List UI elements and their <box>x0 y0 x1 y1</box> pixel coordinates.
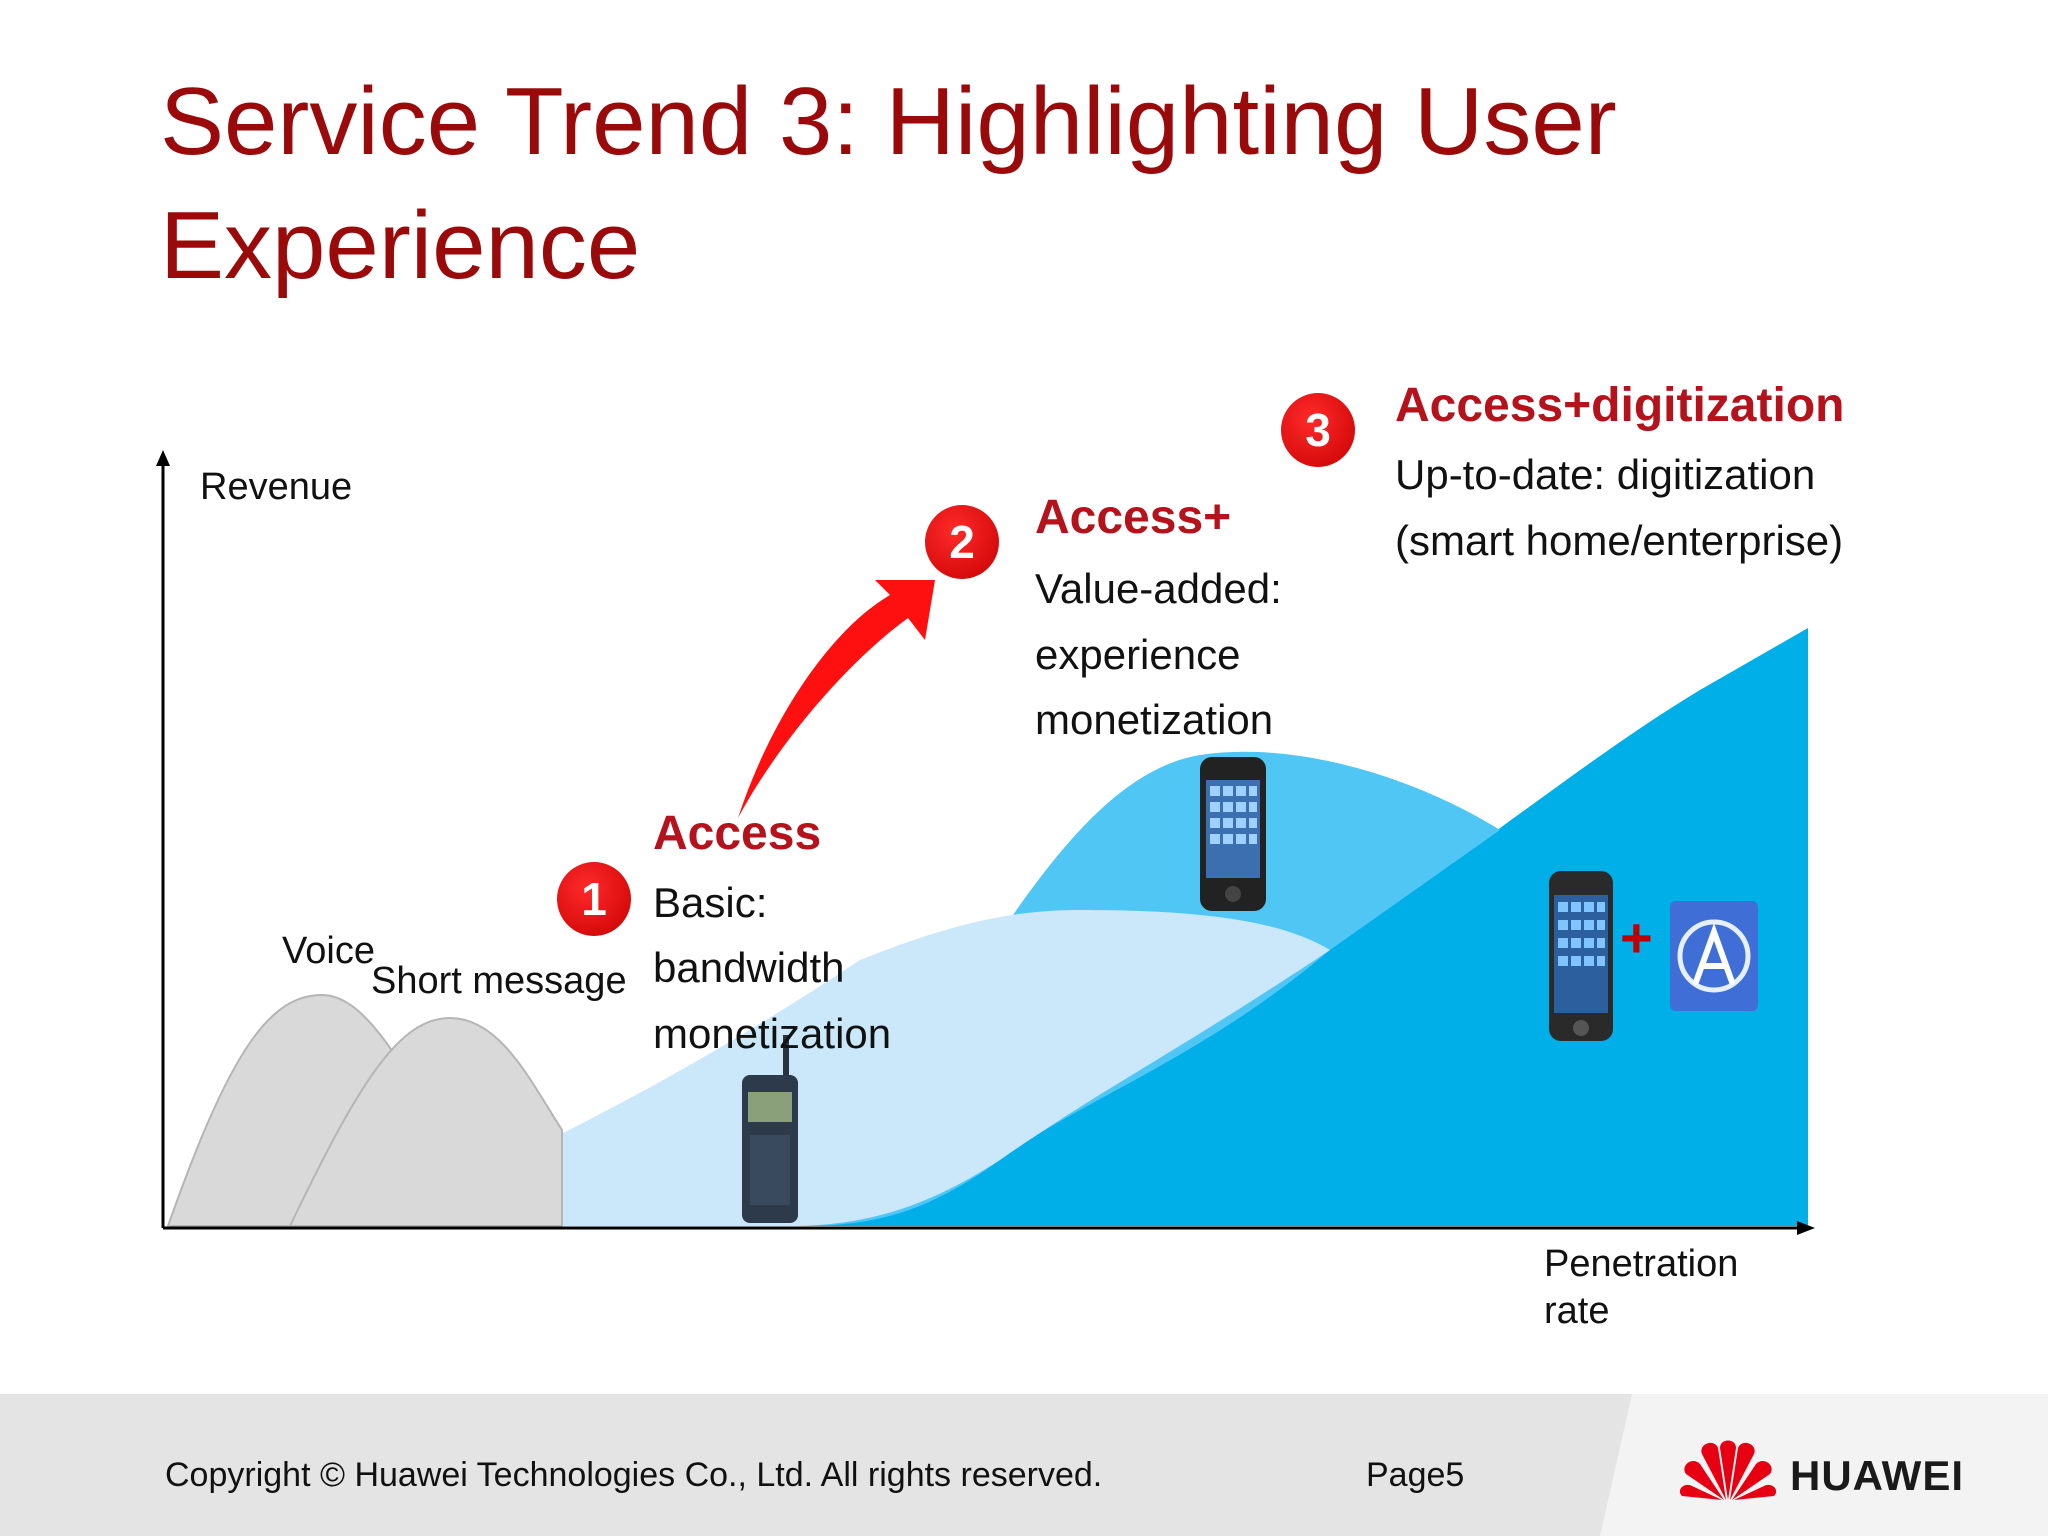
x-axis-label-line1: Penetration <box>1544 1243 1739 1285</box>
stage-3-badge: 3 <box>1281 393 1355 467</box>
y-axis-label: Revenue <box>200 466 353 508</box>
stage-2-badge: 2 <box>925 505 999 579</box>
page-number: Page5 <box>1366 1456 1465 1494</box>
sms-curve <box>288 1016 563 1227</box>
stage-1-heading: Access <box>653 807 822 860</box>
growth-arrow <box>738 580 935 818</box>
huawei-logo-icon <box>1680 1440 1776 1500</box>
revenue-diagram <box>156 450 1815 1235</box>
sms-label: Short message <box>371 960 627 1002</box>
stage-2-heading: Access+ <box>1035 491 1232 544</box>
x-axis-label-line2: rate <box>1544 1290 1610 1332</box>
smartphone-icon <box>1200 757 1266 911</box>
stage-1-line-3: monetization <box>653 1010 892 1057</box>
page-title: Service Trend 3: Highlighting User Exper… <box>160 68 1617 299</box>
plus-sign: + <box>1620 906 1653 969</box>
y-axis-arrow <box>156 450 170 466</box>
stage-1-area <box>355 910 1330 1226</box>
voice-label: Voice <box>282 930 375 972</box>
stage-3-line-2: (smart home/enterprise) <box>1395 517 1844 564</box>
stage-2-line-1: Value-added: <box>1035 565 1282 612</box>
stage-3-line-1: Up-to-date: digitization <box>1395 451 1816 498</box>
footer-logo-panel <box>1600 1394 2048 1536</box>
stage-2-line-3: monetization <box>1035 696 1274 743</box>
stage-3-area <box>790 628 1808 1226</box>
feature-phone-icon <box>742 1035 798 1223</box>
app-store-icon <box>1670 901 1758 1011</box>
stage-2-line-2: experience <box>1035 631 1241 678</box>
smartphone-new-icon <box>1549 871 1613 1041</box>
stage-1-line-2: bandwidth <box>653 944 845 991</box>
brand-name: HUAWEI <box>1790 1452 1964 1499</box>
x-axis-arrow <box>1797 1221 1815 1235</box>
stage-3-heading: Access+digitization <box>1395 379 1845 432</box>
stage-1-line-1: Basic: <box>653 879 768 926</box>
stage-1-badge: 1 <box>557 862 631 936</box>
copyright-text: Copyright © Huawei Technologies Co., Ltd… <box>165 1456 1103 1494</box>
